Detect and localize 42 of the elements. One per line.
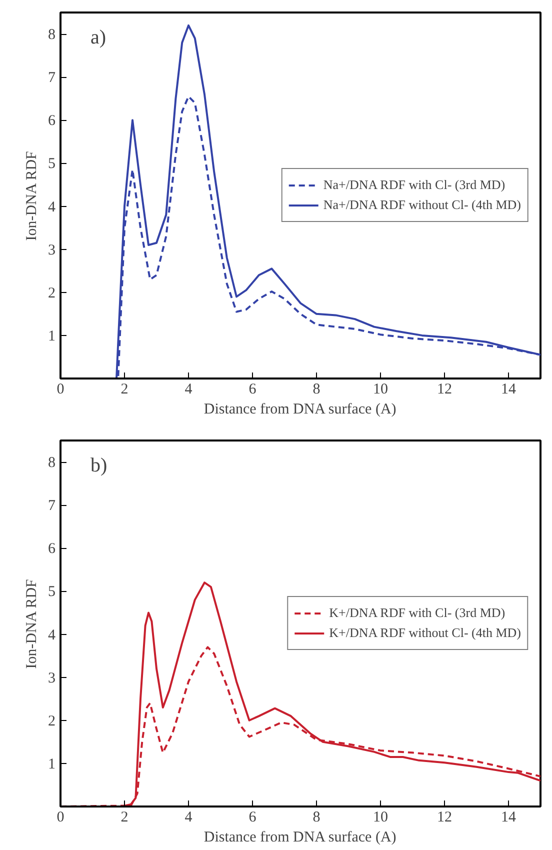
y-tick-label: 7: [48, 70, 56, 86]
annotation: b): [90, 454, 108, 476]
y-tick-label: 6: [48, 113, 56, 130]
legend-label: Na+/DNA RDF without Cl- (4th MD): [323, 197, 521, 213]
x-tick-label: 2: [120, 810, 128, 826]
x-tick-label: 14: [501, 382, 516, 398]
y-axis-title: Ion-DNA RDF: [24, 579, 40, 669]
x-tick-label: 8: [312, 810, 320, 826]
x-tick-label: 6: [248, 382, 257, 398]
x-axis-title: Distance from DNA surface (A): [204, 402, 396, 418]
x-tick-label: 0: [56, 810, 64, 826]
x-tick-label: 8: [312, 382, 320, 398]
x-axis-title: Distance from DNA surface (A): [204, 830, 396, 846]
x-tick-label: 12: [437, 810, 452, 826]
y-tick-label: 8: [48, 455, 56, 472]
x-tick-label: 12: [437, 382, 452, 398]
y-axis-title: Ion-DNA RDF: [24, 151, 40, 241]
y-tick-label: 8: [48, 27, 56, 44]
legend-label: K+/DNA RDF with Cl- (3rd MD): [329, 605, 506, 621]
y-tick-label: 1: [48, 328, 56, 344]
annotation: a): [90, 26, 106, 48]
y-tick-label: 7: [48, 498, 56, 514]
legend-label: K+/DNA RDF without Cl- (4th MD): [329, 625, 521, 641]
x-tick-label: 4: [184, 810, 193, 826]
x-tick-label: 10: [373, 382, 388, 398]
y-tick-label: 5: [48, 156, 56, 172]
legend-label: Na+/DNA RDF with Cl- (3rd MD): [323, 177, 506, 193]
y-tick-label: 2: [48, 713, 56, 730]
y-tick-label: 2: [48, 285, 56, 302]
x-tick-label: 2: [120, 382, 128, 398]
y-tick-label: 5: [48, 584, 56, 600]
x-tick-label: 6: [248, 810, 257, 826]
y-tick-label: 4: [48, 627, 56, 644]
x-tick-label: 14: [501, 810, 516, 826]
y-tick-label: 3: [48, 242, 56, 258]
y-tick-label: 6: [48, 541, 56, 558]
x-tick-label: 4: [184, 382, 193, 398]
y-tick-label: 1: [48, 756, 56, 772]
x-tick-label: 0: [56, 382, 64, 398]
y-tick-label: 3: [48, 670, 56, 686]
y-tick-label: 4: [48, 199, 56, 216]
x-tick-label: 10: [373, 810, 388, 826]
